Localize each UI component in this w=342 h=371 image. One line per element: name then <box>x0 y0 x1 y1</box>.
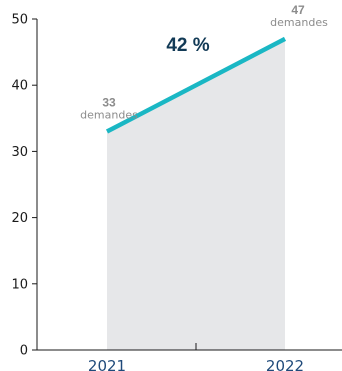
x-tick-label: 2022 <box>266 357 304 371</box>
data-label-unit: demandes <box>270 16 328 29</box>
growth-annotation: 42 % <box>166 35 209 56</box>
y-axis-ticks: 0 10 20 30 40 50 <box>11 13 37 359</box>
data-label-value: 47 <box>291 3 305 17</box>
series-area-fill <box>107 38 285 351</box>
y-tick-label: 50 <box>11 13 28 28</box>
y-tick-label: 30 <box>11 145 28 160</box>
y-tick-label: 0 <box>20 344 28 359</box>
x-tick-label: 2021 <box>88 357 126 371</box>
data-label-unit: demandes <box>80 109 138 122</box>
y-tick-label: 40 <box>11 79 28 94</box>
x-axis-labels: 2021 2022 <box>88 357 304 371</box>
y-tick-label: 20 <box>11 211 28 226</box>
data-label-value: 33 <box>102 96 116 110</box>
y-tick-label: 10 <box>11 277 28 292</box>
series-line <box>105 36 287 134</box>
